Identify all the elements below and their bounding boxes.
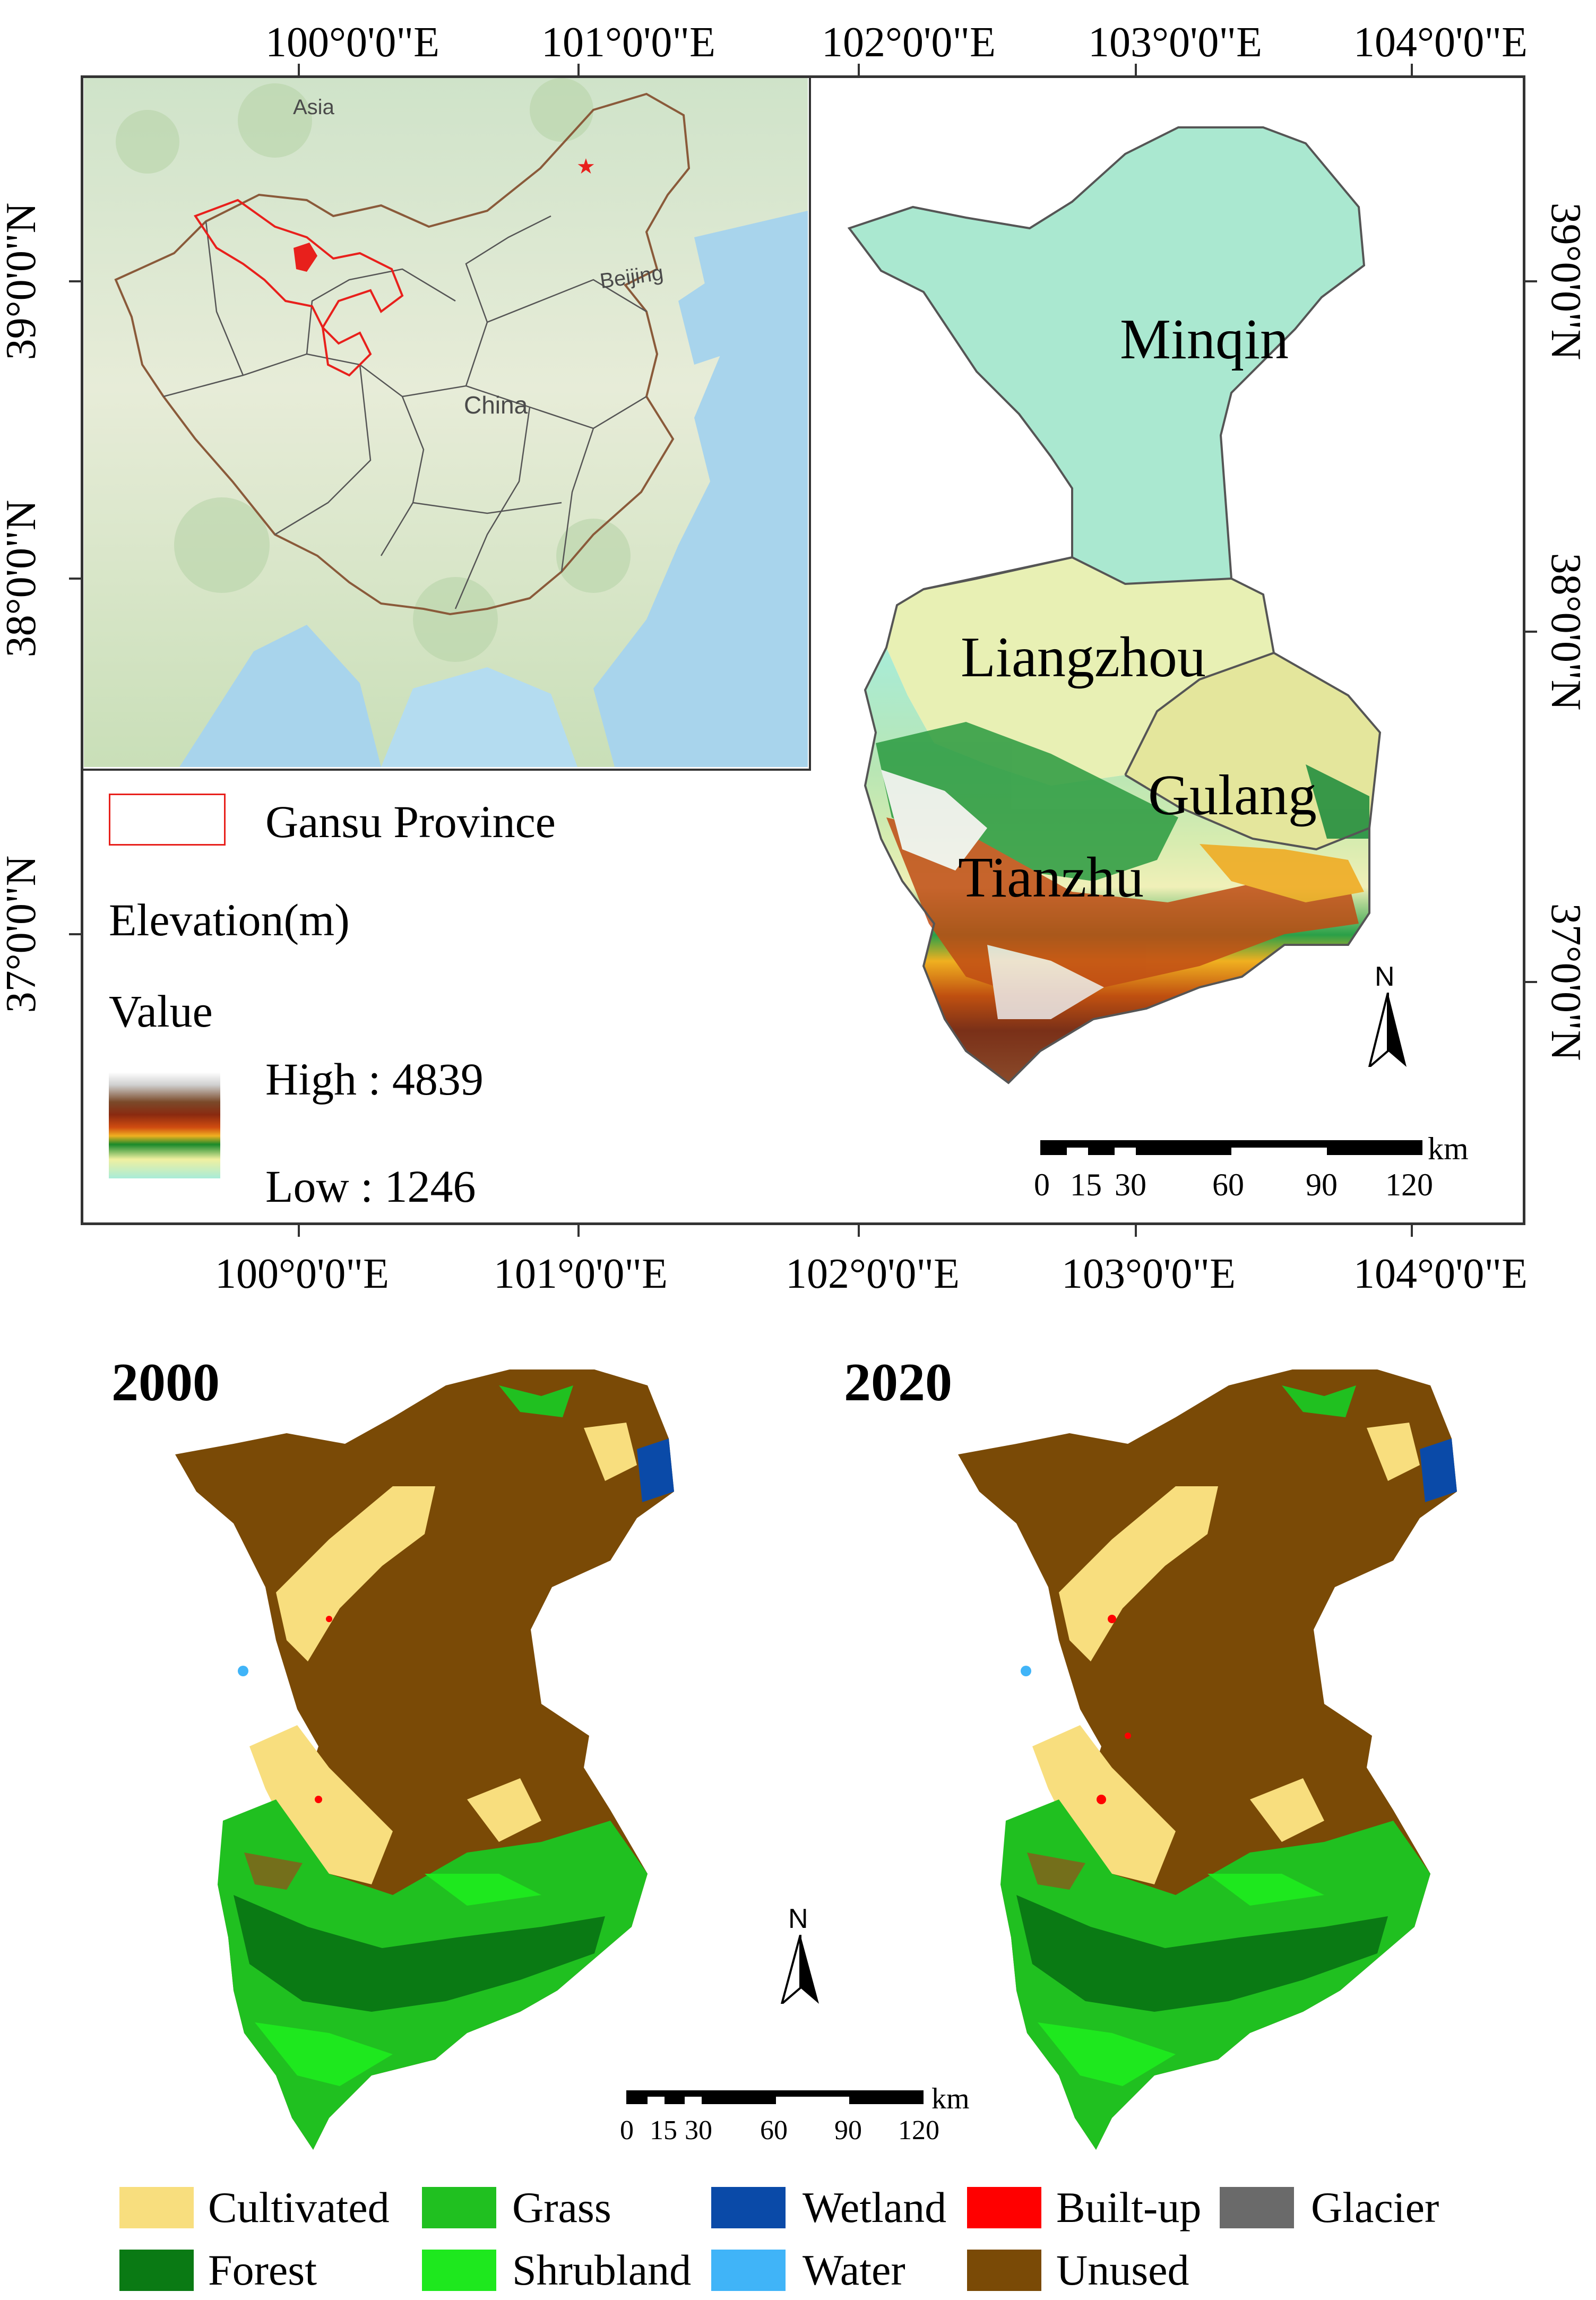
legend-swatch-glacier — [1220, 2187, 1294, 2228]
lat-label-right-39: 39°0'0"N — [1542, 202, 1589, 360]
north-arrow-label: N — [1375, 961, 1395, 992]
north-arrow-bottom-icon — [780, 1935, 819, 2004]
north-arrow-top: N — [1364, 961, 1412, 1067]
legend-label-cultivated: Cultivated — [208, 2183, 390, 2232]
inset-label-asia: Asia — [293, 96, 334, 119]
scalebar-tick-30: 30 — [1115, 1167, 1146, 1202]
scalebar-bottom-tick-120: 120 — [898, 2115, 939, 2146]
legend-swatch-built-up — [967, 2187, 1041, 2228]
county-label-tianzhu: Tianzhu — [958, 846, 1144, 909]
scalebar-bottom-tick-15: 15 — [650, 2115, 677, 2146]
scalebar-bottom-unit: km — [931, 2082, 970, 2115]
lon-label-top-102: 102°0'0"E — [822, 19, 996, 66]
legend-swatch-forest — [119, 2250, 194, 2291]
scalebar-top: km 0 15 30 60 90 120 — [1034, 1131, 1469, 1221]
north-arrow-bottom: N — [777, 1903, 824, 2009]
lon-label-bottom-103: 103°0'0"E — [1062, 1251, 1236, 1297]
scalebar-tick-120: 120 — [1385, 1167, 1433, 1202]
elevation-high-label: High : 4839 — [265, 1054, 484, 1105]
year-label-2020: 2020 — [844, 1353, 952, 1412]
lon-label-bottom-104: 104°0'0"E — [1353, 1251, 1528, 1297]
lon-label-top-100: 100°0'0"E — [265, 19, 439, 66]
elevation-ramp — [109, 1072, 220, 1178]
county-label-liangzhou: Liangzhou — [961, 626, 1206, 689]
elevation-map — [847, 126, 1382, 1084]
lat-label-left-39: 39°0'0"N — [0, 202, 45, 360]
county-label-gulang: Gulang — [1148, 764, 1317, 827]
lon-label-bottom-101: 101°0'0"E — [494, 1251, 668, 1297]
legend-label-unused: Unused — [1056, 2246, 1189, 2294]
lon-label-bottom-102: 102°0'0"E — [786, 1251, 960, 1297]
legend-label-water: Water — [803, 2246, 905, 2294]
legend-swatch-cultivated — [119, 2187, 194, 2228]
lat-label-right-38: 38°0'0"N — [1542, 553, 1589, 711]
scalebar-bottom-tick-60: 60 — [760, 2115, 788, 2146]
legend-label-grass: Grass — [512, 2183, 611, 2232]
inset-label-china: China — [464, 391, 528, 419]
legend-label-wetland: Wetland — [803, 2183, 947, 2232]
county-label-minqin: Minqin — [1120, 308, 1289, 371]
gansu-legend-label: Gansu Province — [265, 796, 556, 847]
scalebar-tick-60: 60 — [1212, 1167, 1244, 1202]
lat-label-left-37: 37°0'0"N — [0, 855, 45, 1013]
elevation-low-label: Low : 1246 — [265, 1161, 476, 1212]
scalebar-bottom-tick-90: 90 — [834, 2115, 862, 2146]
value-legend-title: Value — [109, 986, 213, 1037]
legend-label-forest: Forest — [208, 2246, 317, 2294]
north-arrow-icon — [1368, 993, 1407, 1067]
scalebar-tick-90: 90 — [1306, 1167, 1338, 1202]
scalebar-tick-0: 0 — [1034, 1167, 1050, 1202]
legend-swatch-wetland — [711, 2187, 786, 2228]
inset-map-frame — [81, 75, 811, 771]
scalebar-bottom-tick-30: 30 — [685, 2115, 712, 2146]
legend-swatch-shrubland — [422, 2250, 496, 2291]
lon-label-top-101: 101°0'0"E — [541, 19, 715, 66]
legend-label-built-up: Built-up — [1056, 2183, 1202, 2232]
scalebar-bottom-bar — [626, 2090, 924, 2104]
scalebar-unit: km — [1428, 1131, 1469, 1166]
scalebar-bar — [1040, 1140, 1422, 1155]
lat-label-right-37: 37°0'0"N — [1542, 903, 1589, 1061]
scalebar-tick-15: 15 — [1070, 1167, 1102, 1202]
axis-ticks — [69, 64, 1537, 1237]
legend-swatch-unused — [967, 2250, 1041, 2291]
lon-label-top-103: 103°0'0"E — [1088, 19, 1262, 66]
landcover-map-2020 — [958, 1369, 1457, 2150]
legend-swatch-grass — [422, 2187, 496, 2228]
landcover-map-2000 — [175, 1369, 674, 2150]
legend-label-shrubland: Shrubland — [512, 2246, 692, 2294]
scalebar-bottom: km 0 15 30 60 90 120 — [620, 2082, 998, 2166]
legend-swatch-water — [711, 2250, 786, 2291]
year-label-2000: 2000 — [111, 1353, 220, 1412]
north-arrow-bottom-label: N — [788, 1903, 808, 1934]
elevation-legend-title: Elevation(m) — [109, 894, 350, 945]
inset-locator-map: ★ — [84, 78, 808, 767]
scalebar-bottom-tick-0: 0 — [620, 2115, 634, 2146]
svg-text:★: ★ — [576, 154, 596, 179]
lon-label-bottom-100: 100°0'0"E — [215, 1251, 389, 1297]
lon-label-top-104: 104°0'0"E — [1353, 19, 1528, 66]
legend-label-glacier: Glacier — [1311, 2183, 1439, 2232]
lat-label-left-38: 38°0'0"N — [0, 499, 45, 658]
gansu-legend-swatch — [109, 794, 226, 846]
